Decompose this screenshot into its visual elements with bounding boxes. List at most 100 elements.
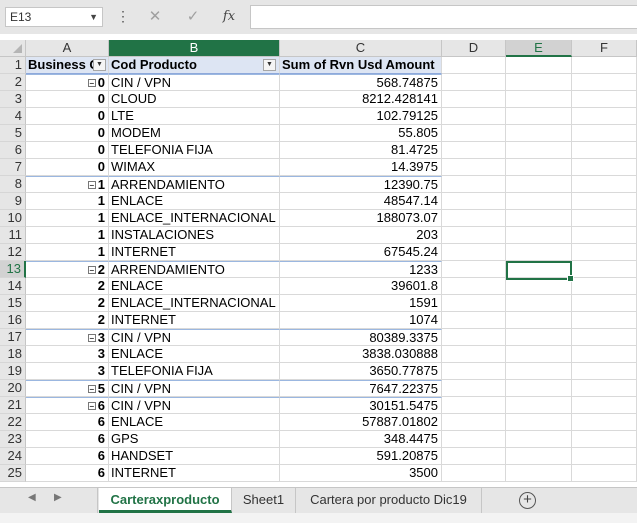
row-header[interactable]: 20 (0, 380, 26, 397)
revenue-cell[interactable]: 102.79125 (280, 108, 442, 125)
business-group-cell[interactable]: 3 (26, 346, 109, 363)
filter-dropdown-icon[interactable]: ▼ (263, 59, 276, 71)
collapse-icon[interactable]: − (87, 79, 96, 88)
tab-carteraxproducto[interactable]: Carteraxproducto (99, 488, 232, 513)
empty-cell[interactable] (442, 397, 506, 414)
empty-cell[interactable] (442, 142, 506, 159)
row-header[interactable]: 22 (0, 414, 26, 431)
revenue-cell[interactable]: 14.3975 (280, 159, 442, 176)
empty-cell[interactable] (442, 57, 506, 74)
cod-producto-cell[interactable]: TELEFONIA FIJA (109, 363, 280, 380)
column-header-a[interactable]: A (26, 40, 109, 57)
business-group-cell[interactable]: 2 (26, 312, 109, 329)
business-group-cell[interactable]: −5 (26, 380, 109, 397)
empty-cell[interactable] (442, 380, 506, 397)
column-header-e[interactable]: E (506, 40, 572, 57)
empty-cell[interactable] (506, 431, 572, 448)
empty-cell[interactable] (442, 261, 506, 278)
filter-dropdown-icon[interactable]: ▼ (93, 59, 106, 71)
empty-cell[interactable] (506, 227, 572, 244)
empty-cell[interactable] (442, 125, 506, 142)
collapse-icon[interactable]: − (87, 334, 96, 343)
revenue-cell[interactable]: 3838.030888 (280, 346, 442, 363)
revenue-cell[interactable]: 348.4475 (280, 431, 442, 448)
row-header[interactable]: 10 (0, 210, 26, 227)
cancel-icon[interactable]: ✕ (148, 8, 162, 25)
empty-cell[interactable] (442, 448, 506, 465)
collapse-icon[interactable]: − (87, 385, 96, 394)
business-group-cell[interactable]: 1 (26, 210, 109, 227)
empty-cell[interactable] (572, 295, 637, 312)
row-header[interactable]: 21 (0, 397, 26, 414)
empty-cell[interactable] (572, 278, 637, 295)
empty-cell[interactable] (572, 465, 637, 482)
revenue-cell[interactable]: 80389.3375 (280, 329, 442, 346)
row-header[interactable]: 12 (0, 244, 26, 261)
empty-cell[interactable] (572, 261, 637, 278)
pivot-header-business-group[interactable]: Business G ▼ (26, 57, 109, 74)
empty-cell[interactable] (572, 244, 637, 261)
cod-producto-cell[interactable]: CIN / VPN (109, 329, 280, 346)
business-group-cell[interactable]: −1 (26, 176, 109, 193)
cod-producto-cell[interactable]: ARRENDAMIENTO (109, 261, 280, 278)
empty-cell[interactable] (442, 363, 506, 380)
row-header[interactable]: 5 (0, 125, 26, 142)
empty-cell[interactable] (442, 465, 506, 482)
business-group-cell[interactable]: 0 (26, 108, 109, 125)
empty-cell[interactable] (506, 448, 572, 465)
empty-cell[interactable] (442, 431, 506, 448)
add-sheet-icon[interactable]: + (519, 492, 536, 509)
empty-cell[interactable] (572, 176, 637, 193)
empty-cell[interactable] (506, 142, 572, 159)
row-header[interactable]: 4 (0, 108, 26, 125)
revenue-cell[interactable]: 3650.77875 (280, 363, 442, 380)
collapse-icon[interactable]: − (87, 181, 96, 190)
cod-producto-cell[interactable]: CIN / VPN (109, 397, 280, 414)
revenue-cell[interactable]: 568.74875 (280, 74, 442, 91)
empty-cell[interactable] (572, 91, 637, 108)
row-header[interactable]: 8 (0, 176, 26, 193)
cod-producto-cell[interactable]: CIN / VPN (109, 74, 280, 91)
empty-cell[interactable] (442, 108, 506, 125)
empty-cell[interactable] (506, 329, 572, 346)
row-header[interactable]: 16 (0, 312, 26, 329)
business-group-cell[interactable]: 2 (26, 278, 109, 295)
empty-cell[interactable] (442, 91, 506, 108)
cod-producto-cell[interactable]: ENLACE_INTERNACIONAL (109, 210, 280, 227)
empty-cell[interactable] (442, 74, 506, 91)
empty-cell[interactable] (506, 397, 572, 414)
revenue-cell[interactable]: 67545.24 (280, 244, 442, 261)
cod-producto-cell[interactable]: ENLACE_INTERNACIONAL (109, 295, 280, 312)
empty-cell[interactable] (442, 312, 506, 329)
select-all-button[interactable] (0, 40, 26, 57)
revenue-cell[interactable]: 8212.428141 (280, 91, 442, 108)
empty-cell[interactable] (572, 448, 637, 465)
empty-cell[interactable] (572, 346, 637, 363)
business-group-cell[interactable]: 0 (26, 125, 109, 142)
cod-producto-cell[interactable]: HANDSET (109, 448, 280, 465)
insert-function-button[interactable]: fx (222, 9, 236, 24)
empty-cell[interactable] (572, 108, 637, 125)
empty-cell[interactable] (572, 210, 637, 227)
cod-producto-cell[interactable]: CLOUD (109, 91, 280, 108)
row-header[interactable]: 24 (0, 448, 26, 465)
revenue-cell[interactable]: 30151.5475 (280, 397, 442, 414)
business-group-cell[interactable]: −3 (26, 329, 109, 346)
empty-cell[interactable] (506, 108, 572, 125)
empty-cell[interactable] (506, 91, 572, 108)
cod-producto-cell[interactable]: INSTALACIONES (109, 227, 280, 244)
cod-producto-cell[interactable]: ENLACE (109, 414, 280, 431)
empty-cell[interactable] (442, 227, 506, 244)
empty-cell[interactable] (506, 244, 572, 261)
cod-producto-cell[interactable]: LTE (109, 108, 280, 125)
business-group-cell[interactable]: 0 (26, 91, 109, 108)
business-group-cell[interactable]: 2 (26, 295, 109, 312)
row-header[interactable]: 13 (0, 261, 26, 278)
scroll-tabs-right-icon[interactable]: ▶ (54, 492, 62, 503)
cod-producto-cell[interactable]: INTERNET (109, 465, 280, 482)
empty-cell[interactable] (506, 176, 572, 193)
empty-cell[interactable] (506, 159, 572, 176)
empty-cell[interactable] (506, 465, 572, 482)
business-group-cell[interactable]: −0 (26, 74, 109, 91)
empty-cell[interactable] (506, 278, 572, 295)
